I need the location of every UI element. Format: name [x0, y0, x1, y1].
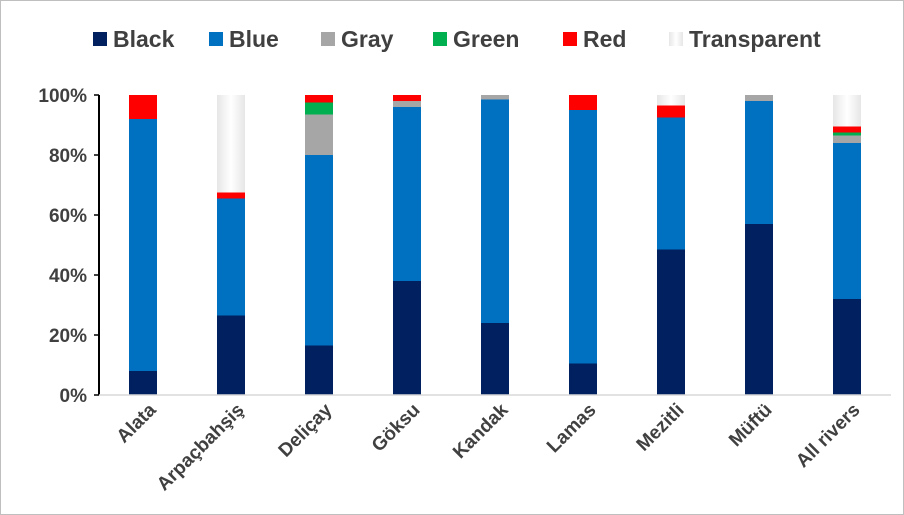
legend-swatch-transparent — [669, 32, 683, 46]
bar-stack-goksu — [393, 95, 421, 395]
bar-segment-all-rivers-blue — [833, 143, 861, 299]
bar-stack-mezitli — [657, 95, 685, 395]
legend-swatch-green — [433, 32, 447, 46]
legend-item-blue: Blue — [209, 26, 279, 52]
bar-segment-goksu-gray — [393, 101, 421, 107]
bar-segment-goksu-black — [393, 281, 421, 395]
x-tick-label-arpacbahsis: Arpaçbahşiş — [153, 400, 248, 495]
legend-label-transparent: Transparent — [689, 26, 821, 52]
bar-segment-alata-black — [129, 371, 157, 395]
bar-segment-lamas-black — [569, 363, 597, 395]
legend-label-green: Green — [453, 26, 519, 52]
bar-segment-mezitli-red — [657, 105, 685, 118]
legend-item-green: Green — [433, 26, 519, 52]
bar-stack-lamas — [569, 95, 597, 395]
bar-segment-alata-red — [129, 95, 157, 119]
bar-segment-delicay-gray — [305, 114, 333, 155]
bar-segment-kandak-blue — [481, 99, 509, 323]
bar-segment-delicay-green — [305, 102, 333, 115]
x-tick-label-kandak: Kandak — [449, 399, 513, 463]
x-tick-label-delicay: Deliçay — [275, 399, 337, 461]
legend-swatch-gray — [321, 32, 335, 46]
bar-stack-kandak — [481, 95, 509, 395]
bar-segment-goksu-red — [393, 95, 421, 101]
bar-segment-arpacbahsis-red — [217, 192, 245, 199]
chart-bars — [129, 95, 861, 395]
bar-segment-all-rivers-gray — [833, 135, 861, 143]
bar-segment-all-rivers-transparent — [833, 95, 861, 127]
legend-label-gray: Gray — [341, 26, 394, 52]
bar-segment-delicay-black — [305, 345, 333, 395]
bar-segment-arpacbahsis-blue — [217, 198, 245, 316]
bar-segment-alata-blue — [129, 119, 157, 371]
bar-segment-arpacbahsis-transparent — [217, 95, 245, 193]
x-tick-label-lamas: Lamas — [543, 400, 600, 457]
bar-segment-mezitli-transparent — [657, 95, 685, 106]
y-tick-label: 20% — [49, 326, 87, 347]
bar-segment-muftu-blue — [745, 101, 773, 224]
bar-segment-muftu-gray — [745, 95, 773, 101]
legend-item-black: Black — [93, 26, 175, 52]
x-tick-label-muftu: Müftü — [725, 400, 776, 451]
y-tick-label: 60% — [49, 206, 87, 227]
x-tick-label-alata: Alata — [113, 399, 161, 447]
bar-segment-kandak-black — [481, 323, 509, 395]
bar-segment-goksu-blue — [393, 107, 421, 281]
x-tick-label-mezitli: Mezitli — [633, 400, 689, 456]
legend-label-blue: Blue — [229, 26, 279, 52]
x-tick-label-all-rivers: All rivers — [792, 400, 864, 472]
legend-item-red: Red — [563, 26, 626, 52]
legend-swatch-red — [563, 32, 577, 46]
legend-swatch-blue — [209, 32, 223, 46]
bar-segment-all-rivers-green — [833, 132, 861, 136]
bar-stack-delicay — [305, 95, 333, 395]
bar-segment-all-rivers-red — [833, 126, 861, 133]
bar-segment-delicay-blue — [305, 155, 333, 346]
legend-item-transparent: Transparent — [669, 26, 821, 52]
bar-stack-all-rivers — [833, 95, 861, 395]
bar-segment-delicay-red — [305, 95, 333, 103]
legend-item-gray: Gray — [321, 26, 394, 52]
y-axis-ticks: 0% 20% 40% 60% 80% 100% — [38, 86, 99, 407]
y-tick-label: 0% — [60, 386, 88, 407]
y-tick-label: 80% — [49, 146, 87, 167]
x-tick-label-goksu: Göksu — [368, 400, 425, 457]
bar-segment-lamas-red — [569, 95, 597, 110]
bar-stack-muftu — [745, 95, 773, 395]
bar-segment-lamas-blue — [569, 110, 597, 364]
chart-legend: Black Blue Gray Green Red Transparent — [93, 26, 821, 52]
legend-label-red: Red — [583, 26, 626, 52]
bar-segment-kandak-gray — [481, 95, 509, 100]
bar-segment-arpacbahsis-black — [217, 315, 245, 395]
legend-label-black: Black — [113, 26, 175, 52]
bar-segment-mezitli-blue — [657, 117, 685, 250]
bar-segment-all-rivers-black — [833, 299, 861, 395]
chart-axes — [98, 95, 891, 396]
bar-segment-mezitli-black — [657, 249, 685, 395]
bar-stack-alata — [129, 95, 157, 395]
bar-stack-arpacbahsis — [217, 95, 245, 395]
y-tick-label: 100% — [38, 86, 87, 107]
legend-swatch-black — [93, 32, 107, 46]
y-tick-label: 40% — [49, 266, 87, 287]
bar-segment-muftu-black — [745, 224, 773, 395]
